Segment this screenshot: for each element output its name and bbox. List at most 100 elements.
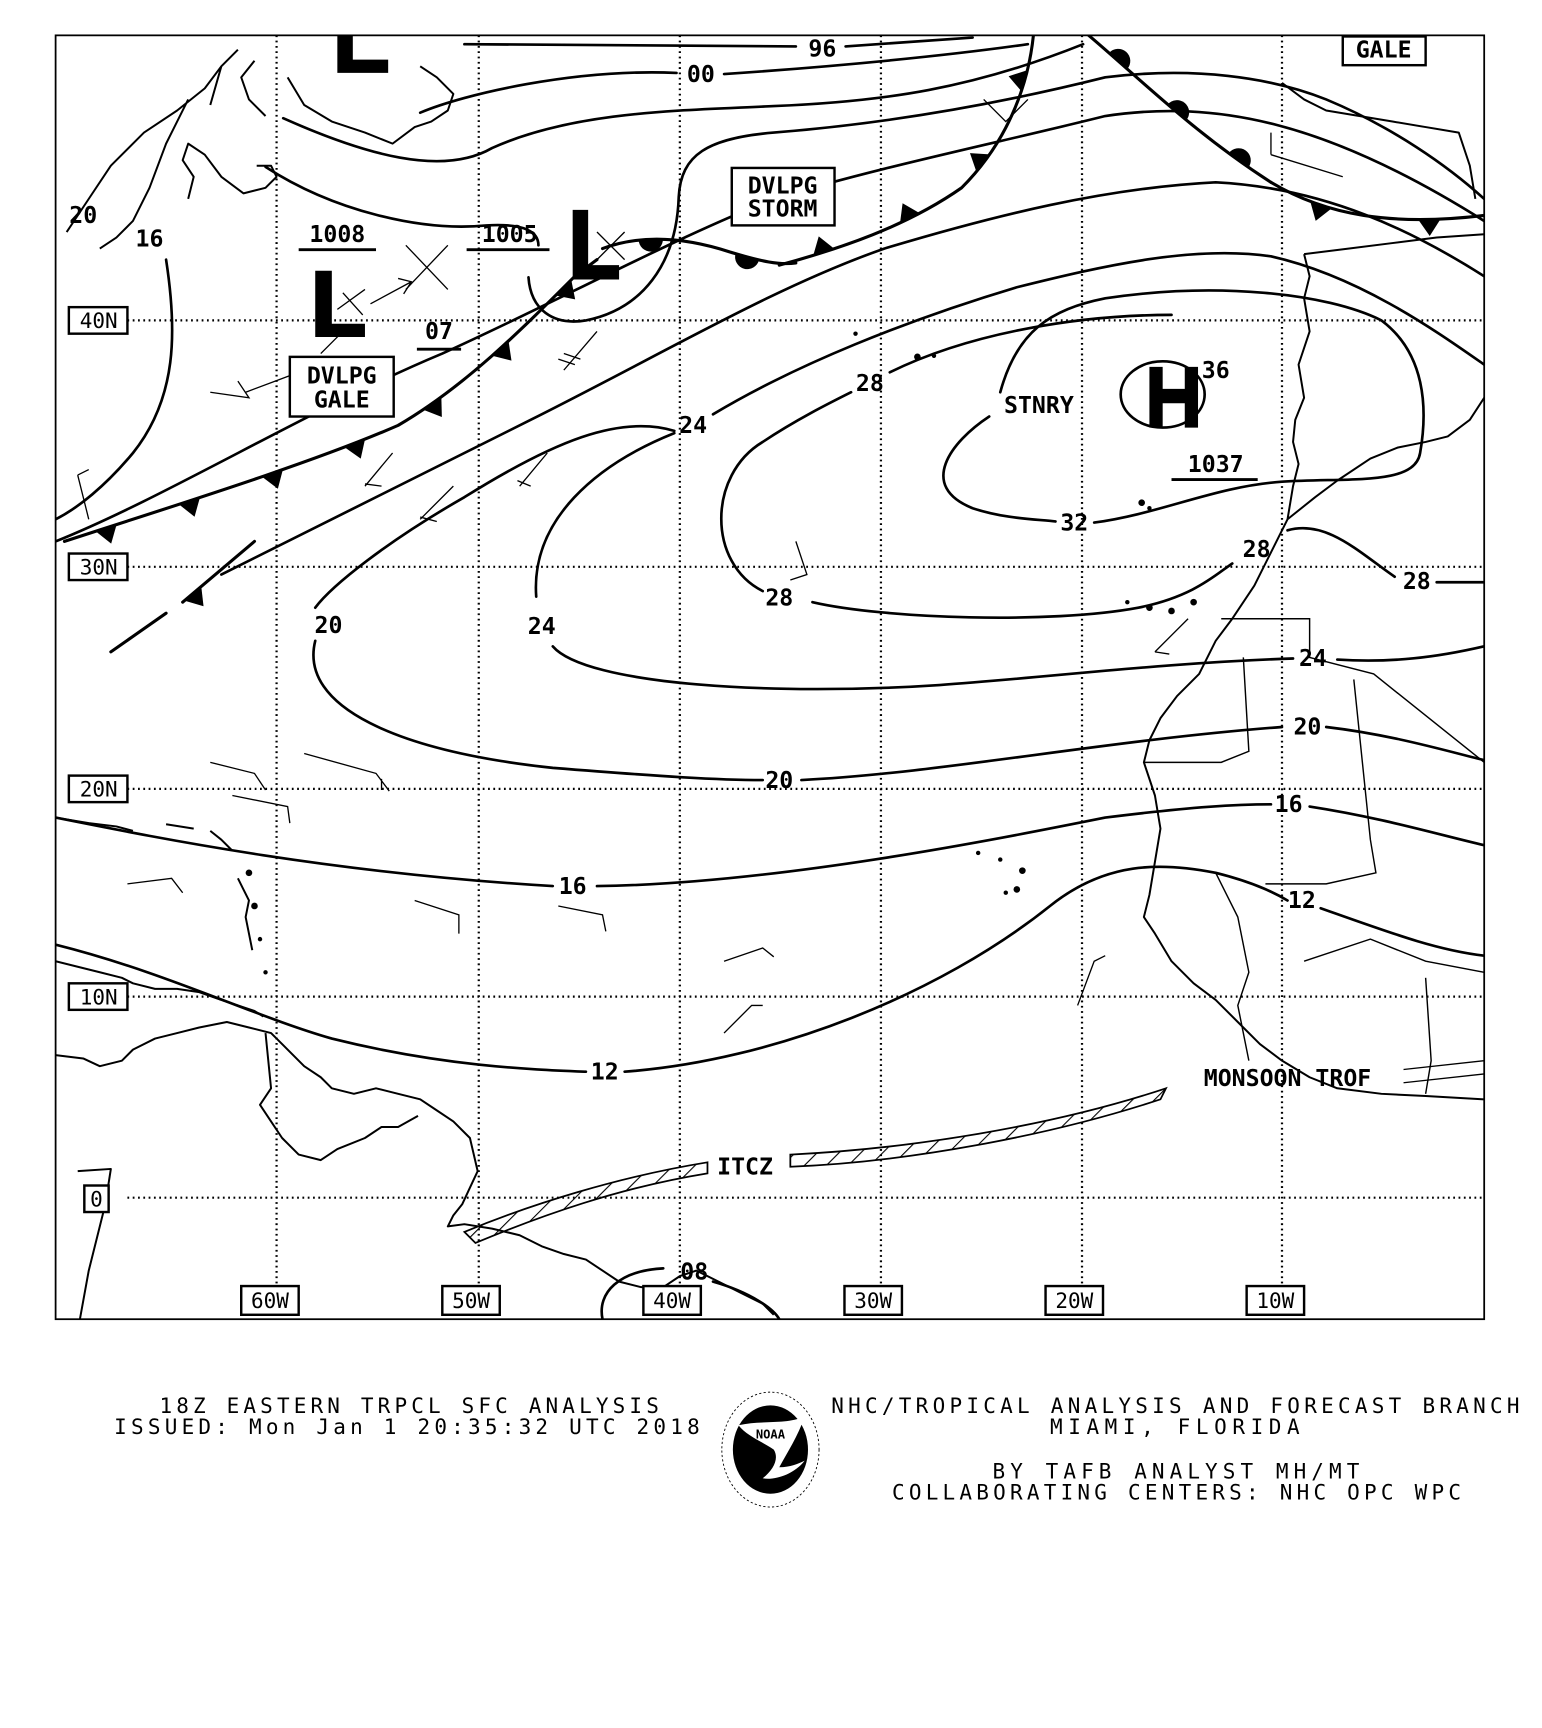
caribbean-coast <box>55 816 264 1018</box>
isobar-label: 28 <box>1403 568 1431 595</box>
isobar-label: 24 <box>1299 645 1327 672</box>
cold-front-triangle <box>813 236 835 256</box>
warm-front-semicircle <box>1228 148 1251 168</box>
isobar-label: 96 <box>808 35 836 62</box>
south-america-coast <box>55 1021 775 1320</box>
isobar-label: 20 <box>1293 714 1321 741</box>
cold-front-triangle <box>555 279 576 300</box>
wind-barb <box>1270 132 1343 178</box>
isobar-label: 28 <box>1243 536 1271 563</box>
wind-barb <box>210 761 291 824</box>
fronts <box>62 35 1485 654</box>
wind-barb <box>1076 955 1106 1006</box>
warm-front-semicircle <box>1167 100 1190 121</box>
svg-text:NOAA: NOAA <box>756 1428 786 1442</box>
wind-barb <box>790 541 808 581</box>
lon-label: 50W <box>452 1289 490 1313</box>
cold-front-triangle <box>178 497 200 517</box>
high-symbol <box>1149 366 1199 428</box>
low-center-1008 <box>245 244 449 393</box>
warm-front <box>600 237 798 266</box>
latitude-labels: 40N 30N 20N 10N 0 <box>67 305 129 1214</box>
cold-front-triangle <box>900 203 920 224</box>
lat-label: 30N <box>80 556 118 580</box>
isobar-label: 20 <box>315 612 343 639</box>
feature-labels: STNRY ITCZ MONSOON TROF <box>717 392 1371 1180</box>
high-center-1037 <box>1149 366 1199 428</box>
low-symbol <box>315 270 365 337</box>
lat-lon-grid <box>127 35 1485 1320</box>
isobar-label: 12 <box>1288 887 1316 914</box>
svg-text:DVLPG: DVLPG <box>307 362 377 389</box>
dissipating-front <box>109 539 257 654</box>
cold-front-triangle <box>95 524 117 544</box>
wind-barb <box>414 899 460 934</box>
low-center-1005 <box>572 209 626 280</box>
wind-barb <box>723 947 775 962</box>
lon-label: 40W <box>653 1289 691 1313</box>
longitude-labels: 60W 50W 40W 30W 20W 10W <box>240 1284 1306 1316</box>
coastlines <box>55 49 1485 1320</box>
collaborating-centers: COLLABORATING CENTERS: NHC OPC WPC <box>892 1480 1461 1504</box>
lat-label: 10N <box>80 985 118 1009</box>
wind-barb <box>723 1004 763 1034</box>
cold-front-triangle <box>492 340 512 361</box>
dvlpg-storm-warning: DVLPG STORM <box>730 166 836 227</box>
low-symbol <box>572 209 620 280</box>
monsoon-trough-label: MONSOON TROF <box>1204 1065 1372 1092</box>
svg-text:GALE: GALE <box>314 387 370 414</box>
wind-barb <box>517 452 548 487</box>
isobar-label: 16 <box>1275 791 1303 818</box>
pressure-labels: 1008 1005 07 1037 36 <box>298 221 1258 481</box>
cold-front-east <box>1269 180 1485 222</box>
svg-text:GALE: GALE <box>1356 36 1412 63</box>
gale-warning: GALE <box>1341 35 1427 67</box>
warm-front-semicircle <box>638 239 663 252</box>
warm-front-semicircle <box>735 253 759 270</box>
lat-label: 20N <box>80 778 118 802</box>
lat-label: 40N <box>80 309 118 333</box>
itcz-label: ITCZ <box>717 1153 773 1180</box>
dvlpg-gale-warning: DVLPG GALE <box>288 355 395 418</box>
isobar-labels: 96 00 16 20 28 24 28 20 24 32 28 28 24 2… <box>69 35 1430 1285</box>
cold-front-triangle <box>1008 70 1028 92</box>
isobar-label: 24 <box>528 613 556 640</box>
lat-label: 0 <box>90 1188 103 1212</box>
north-america-coast <box>65 49 455 250</box>
wind-barbs <box>77 98 1343 1034</box>
wind-barb <box>304 752 390 792</box>
country-borders <box>1143 618 1485 1094</box>
isobar-label: 16 <box>136 225 164 252</box>
isobar-label: 16 <box>559 873 587 900</box>
isobars <box>55 36 1485 1320</box>
high-short-label: 36 <box>1202 357 1230 384</box>
cold-front-north <box>777 35 1035 267</box>
lon-label: 30W <box>854 1289 892 1313</box>
warm-front-semicircle <box>1109 48 1131 70</box>
cold-front <box>62 258 599 543</box>
isobar-label: 00 <box>687 61 715 88</box>
atlantic-islands <box>245 331 1197 975</box>
cold-front-triangle <box>1418 219 1441 237</box>
office-name: NHC/TROPICAL ANALYSIS AND FORECAST BRANC… <box>831 1394 1519 1418</box>
isobar-label: 24 <box>679 412 707 439</box>
lon-label: 20W <box>1055 1289 1093 1313</box>
wind-barb <box>77 468 90 520</box>
isobar-label: 20 <box>765 767 793 794</box>
map-frame <box>54 34 1486 1321</box>
itcz-band <box>462 1060 1485 1245</box>
wind-barb <box>419 485 454 523</box>
stationary-label: STNRY <box>1004 392 1074 419</box>
isobar-label: 08 <box>680 1258 708 1285</box>
wind-barb <box>558 905 607 932</box>
pressure-1008: 1008 <box>309 221 365 248</box>
map-area <box>55 35 1485 1320</box>
wind-barb <box>558 331 598 371</box>
cold-front-triangle <box>1310 201 1332 221</box>
svg-text:STORM: STORM <box>748 196 818 223</box>
svg-text:DVLPG: DVLPG <box>748 172 818 199</box>
isobar-label: 12 <box>591 1058 619 1085</box>
wind-barb <box>364 452 394 487</box>
isobar-label: 28 <box>765 584 793 611</box>
